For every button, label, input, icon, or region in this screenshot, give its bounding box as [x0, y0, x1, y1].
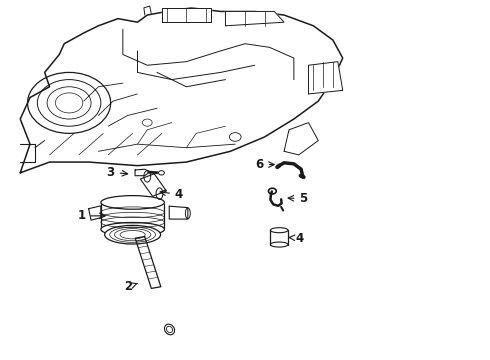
- Ellipse shape: [105, 225, 161, 244]
- Text: 4: 4: [160, 188, 183, 201]
- Polygon shape: [89, 206, 101, 220]
- Text: 4: 4: [289, 231, 304, 244]
- Polygon shape: [225, 12, 284, 26]
- Polygon shape: [309, 62, 343, 94]
- Ellipse shape: [101, 195, 164, 209]
- Polygon shape: [169, 206, 188, 219]
- Text: 5: 5: [288, 192, 308, 205]
- Text: 2: 2: [123, 280, 137, 293]
- Text: 3: 3: [106, 166, 127, 179]
- Polygon shape: [20, 8, 343, 173]
- Polygon shape: [162, 8, 211, 22]
- Text: 1: 1: [77, 210, 105, 222]
- Circle shape: [159, 171, 164, 175]
- Ellipse shape: [270, 228, 288, 233]
- Text: 6: 6: [255, 158, 274, 171]
- Ellipse shape: [270, 242, 288, 247]
- Ellipse shape: [165, 324, 174, 335]
- Polygon shape: [135, 169, 150, 176]
- Polygon shape: [284, 123, 318, 155]
- Polygon shape: [140, 174, 167, 196]
- Ellipse shape: [101, 222, 164, 236]
- Polygon shape: [135, 237, 161, 288]
